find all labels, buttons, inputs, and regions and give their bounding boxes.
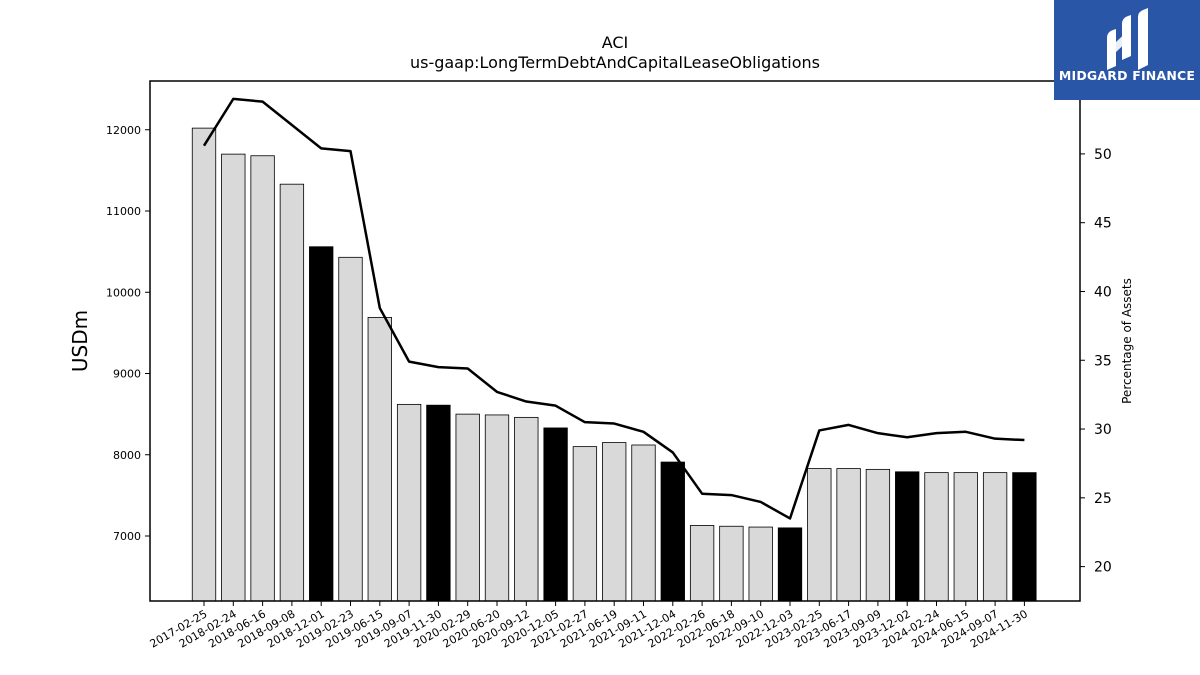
bar-group [191, 127, 1037, 602]
bar-2023-02-25 [807, 468, 832, 602]
plot-frame [149, 80, 1081, 602]
bar-2018-06-16 [250, 155, 275, 602]
bar-2018-12-01 [309, 246, 334, 602]
bar-2019-11-30 [426, 404, 451, 602]
bar-2024-09-07 [982, 472, 1008, 602]
brand-name: MIDGARD FINANCE [1058, 68, 1196, 83]
bar-2023-06-17 [836, 468, 861, 602]
brand-logo: MIDGARD FINANCE [1054, 0, 1200, 100]
bar-2021-09-11 [631, 444, 656, 602]
y-axis-left: 7000 8000 9000 10000 11000 12000 [106, 124, 150, 543]
bar-2020-06-20 [484, 414, 510, 602]
y-tick-label: 8000 [113, 449, 141, 462]
midgard-bars-icon [1107, 8, 1148, 70]
y2-tick-label: 50 [1094, 147, 1112, 163]
y-tick-label: 12000 [106, 124, 141, 137]
y2-tick-label: 25 [1094, 491, 1112, 507]
bar-2019-06-15 [367, 317, 392, 602]
bar-2020-09-12 [514, 416, 539, 602]
bar-2022-02-26 [689, 525, 715, 602]
y2-tick-label: 45 [1094, 216, 1112, 232]
bar-2018-02-24 [221, 153, 246, 602]
y-tick-label: 7000 [113, 530, 141, 543]
bar-2017-02-25 [191, 127, 217, 602]
percentage-of-assets-line [202, 97, 1025, 520]
y-tick-label: 10000 [106, 286, 141, 299]
bar-2022-06-18 [719, 525, 744, 602]
bar-2023-09-09 [865, 468, 891, 602]
bar-2024-02-24 [924, 472, 949, 602]
bar-2021-02-27 [572, 446, 598, 602]
y2-tick-label: 30 [1094, 422, 1112, 438]
bar-2019-02-23 [338, 256, 363, 602]
y2-tick-label: 40 [1094, 284, 1112, 300]
y2-tick-label: 35 [1094, 353, 1112, 369]
bar-2021-12-04 [660, 461, 685, 602]
bar-2022-09-10 [748, 526, 773, 602]
bar-2020-02-29 [455, 413, 480, 602]
bar-2023-12-02 [895, 471, 920, 602]
chart-subtitle: us-gaap:LongTermDebtAndCapitalLeaseOblig… [410, 53, 820, 72]
y2-axis-label: Percentage of Assets [1120, 278, 1134, 404]
bar-2019-09-07 [396, 403, 422, 602]
y-axis-label: USDm [68, 310, 92, 372]
y2-tick-label: 20 [1094, 560, 1112, 576]
line-series [202, 97, 1025, 520]
chart-title: ACI [602, 33, 629, 52]
bar-2024-11-30 [1012, 472, 1037, 602]
bar-2022-12-03 [777, 527, 803, 602]
bar-2018-09-08 [279, 183, 305, 602]
y-axis-right: 20 25 30 35 40 45 50 [1080, 147, 1112, 576]
x-axis: 2017-02-252018-02-242018-06-162018-09-08… [148, 601, 1030, 651]
bar-2020-12-05 [543, 427, 568, 602]
bar-2024-06-15 [953, 472, 978, 602]
y-tick-label: 11000 [106, 205, 141, 218]
bar-2021-06-19 [602, 442, 627, 602]
y-tick-label: 9000 [113, 368, 141, 381]
